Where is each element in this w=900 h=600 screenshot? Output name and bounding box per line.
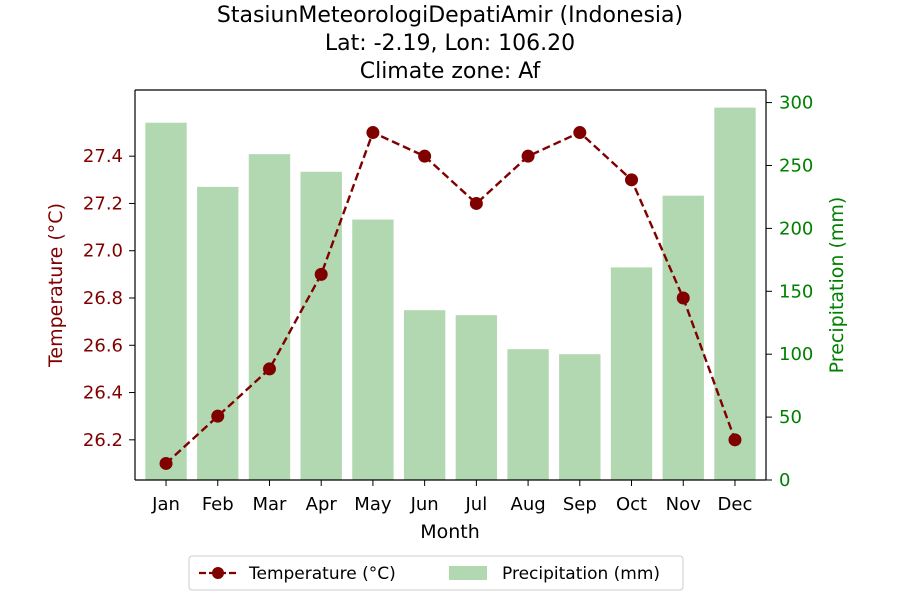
x-tick-label: Jan xyxy=(151,494,180,515)
x-tick-label: Nov xyxy=(666,494,701,515)
x-tick-label: Oct xyxy=(616,494,647,515)
legend-frame xyxy=(188,555,684,591)
x-tick-label: May xyxy=(354,494,392,515)
x-axis-label: Month xyxy=(420,521,480,543)
precipitation-bar xyxy=(352,219,394,481)
x-tick-label: Jun xyxy=(410,494,439,515)
left-y-axis-label: Temperature (°C) xyxy=(45,203,67,368)
legend-precipitation-swatch-icon xyxy=(449,566,487,580)
precipitation-bars xyxy=(145,107,756,481)
right-y-axis-label: Precipitation (mm) xyxy=(826,197,848,374)
x-tick-label: Apr xyxy=(306,494,338,515)
precipitation-bar xyxy=(248,154,291,480)
temperature-point xyxy=(728,433,742,447)
legend-temperature-marker-icon xyxy=(212,567,224,579)
right-tick-label: 100 xyxy=(779,344,813,365)
left-tick-label: 27.2 xyxy=(83,193,123,214)
precipitation-bar xyxy=(403,310,446,480)
temperature-point xyxy=(676,291,690,305)
left-tick-label: 27.4 xyxy=(83,146,123,167)
precipitation-bar xyxy=(559,354,601,480)
legend-temperature-label: Temperature (°C) xyxy=(248,564,396,584)
axes xyxy=(134,89,767,481)
temperature-point xyxy=(469,196,483,210)
precipitation-bar xyxy=(197,186,239,480)
right-tick-label: 50 xyxy=(779,407,802,428)
temperature-point xyxy=(211,409,225,423)
left-tick-label: 26.4 xyxy=(83,383,123,404)
x-tick-label: Dec xyxy=(718,494,753,515)
precipitation-bar xyxy=(145,122,187,480)
left-tick-label: 26.8 xyxy=(83,288,123,309)
temperature-point xyxy=(262,362,276,376)
precipitation-bar xyxy=(455,315,498,480)
x-tick-label: Sep xyxy=(563,494,597,515)
precipitation-bar xyxy=(507,349,549,480)
temperature-point xyxy=(521,149,535,163)
x-tick-label: Mar xyxy=(252,494,287,515)
temperature-line xyxy=(159,126,742,470)
right-tick-label: 200 xyxy=(779,218,813,239)
left-y-axis-ticks: 26.2 26.4 26.6 26.8 27.0 27.2 27.4 xyxy=(83,146,135,451)
left-tick-label: 26.6 xyxy=(83,335,123,356)
precipitation-bar xyxy=(610,267,653,480)
temperature-point xyxy=(418,149,432,163)
left-tick-label: 26.2 xyxy=(83,430,123,451)
temperature-point xyxy=(366,126,380,140)
temperature-point xyxy=(573,126,587,140)
left-tick-label: 27.0 xyxy=(83,241,123,262)
legend: Temperature (°C) Precipitation (mm) xyxy=(188,555,684,591)
right-tick-label: 150 xyxy=(779,281,813,302)
temperature-point xyxy=(314,267,328,281)
x-tick-label: Feb xyxy=(202,494,234,515)
temperature-series-line xyxy=(165,130,737,465)
temperature-point xyxy=(625,173,639,187)
right-y-axis-ticks: 0 50 100 150 200 250 300 xyxy=(766,93,813,491)
temperature-point xyxy=(159,456,173,470)
chart-title-line: Lat: -2.19, Lon: 106.20 xyxy=(325,31,575,56)
precipitation-bar xyxy=(714,107,756,480)
x-tick-label: Jul xyxy=(465,494,488,515)
right-tick-label: 300 xyxy=(779,93,813,114)
x-tick-label: Aug xyxy=(511,494,546,515)
chart-title: StasiunMeteorologiDepatiAmir (Indonesia)… xyxy=(217,3,683,84)
legend-precipitation-label: Precipitation (mm) xyxy=(502,564,660,584)
right-tick-label: 250 xyxy=(779,155,813,176)
chart-title-line: Climate zone: Af xyxy=(360,59,542,84)
right-tick-label: 0 xyxy=(779,470,790,491)
x-axis-ticks: Jan Feb Mar Apr May Jun Jul Aug Sep Oct Nov Dec xyxy=(151,480,752,515)
precipitation-bar xyxy=(300,171,342,480)
chart-title-line: StasiunMeteorologiDepatiAmir (Indonesia) xyxy=(217,3,683,28)
